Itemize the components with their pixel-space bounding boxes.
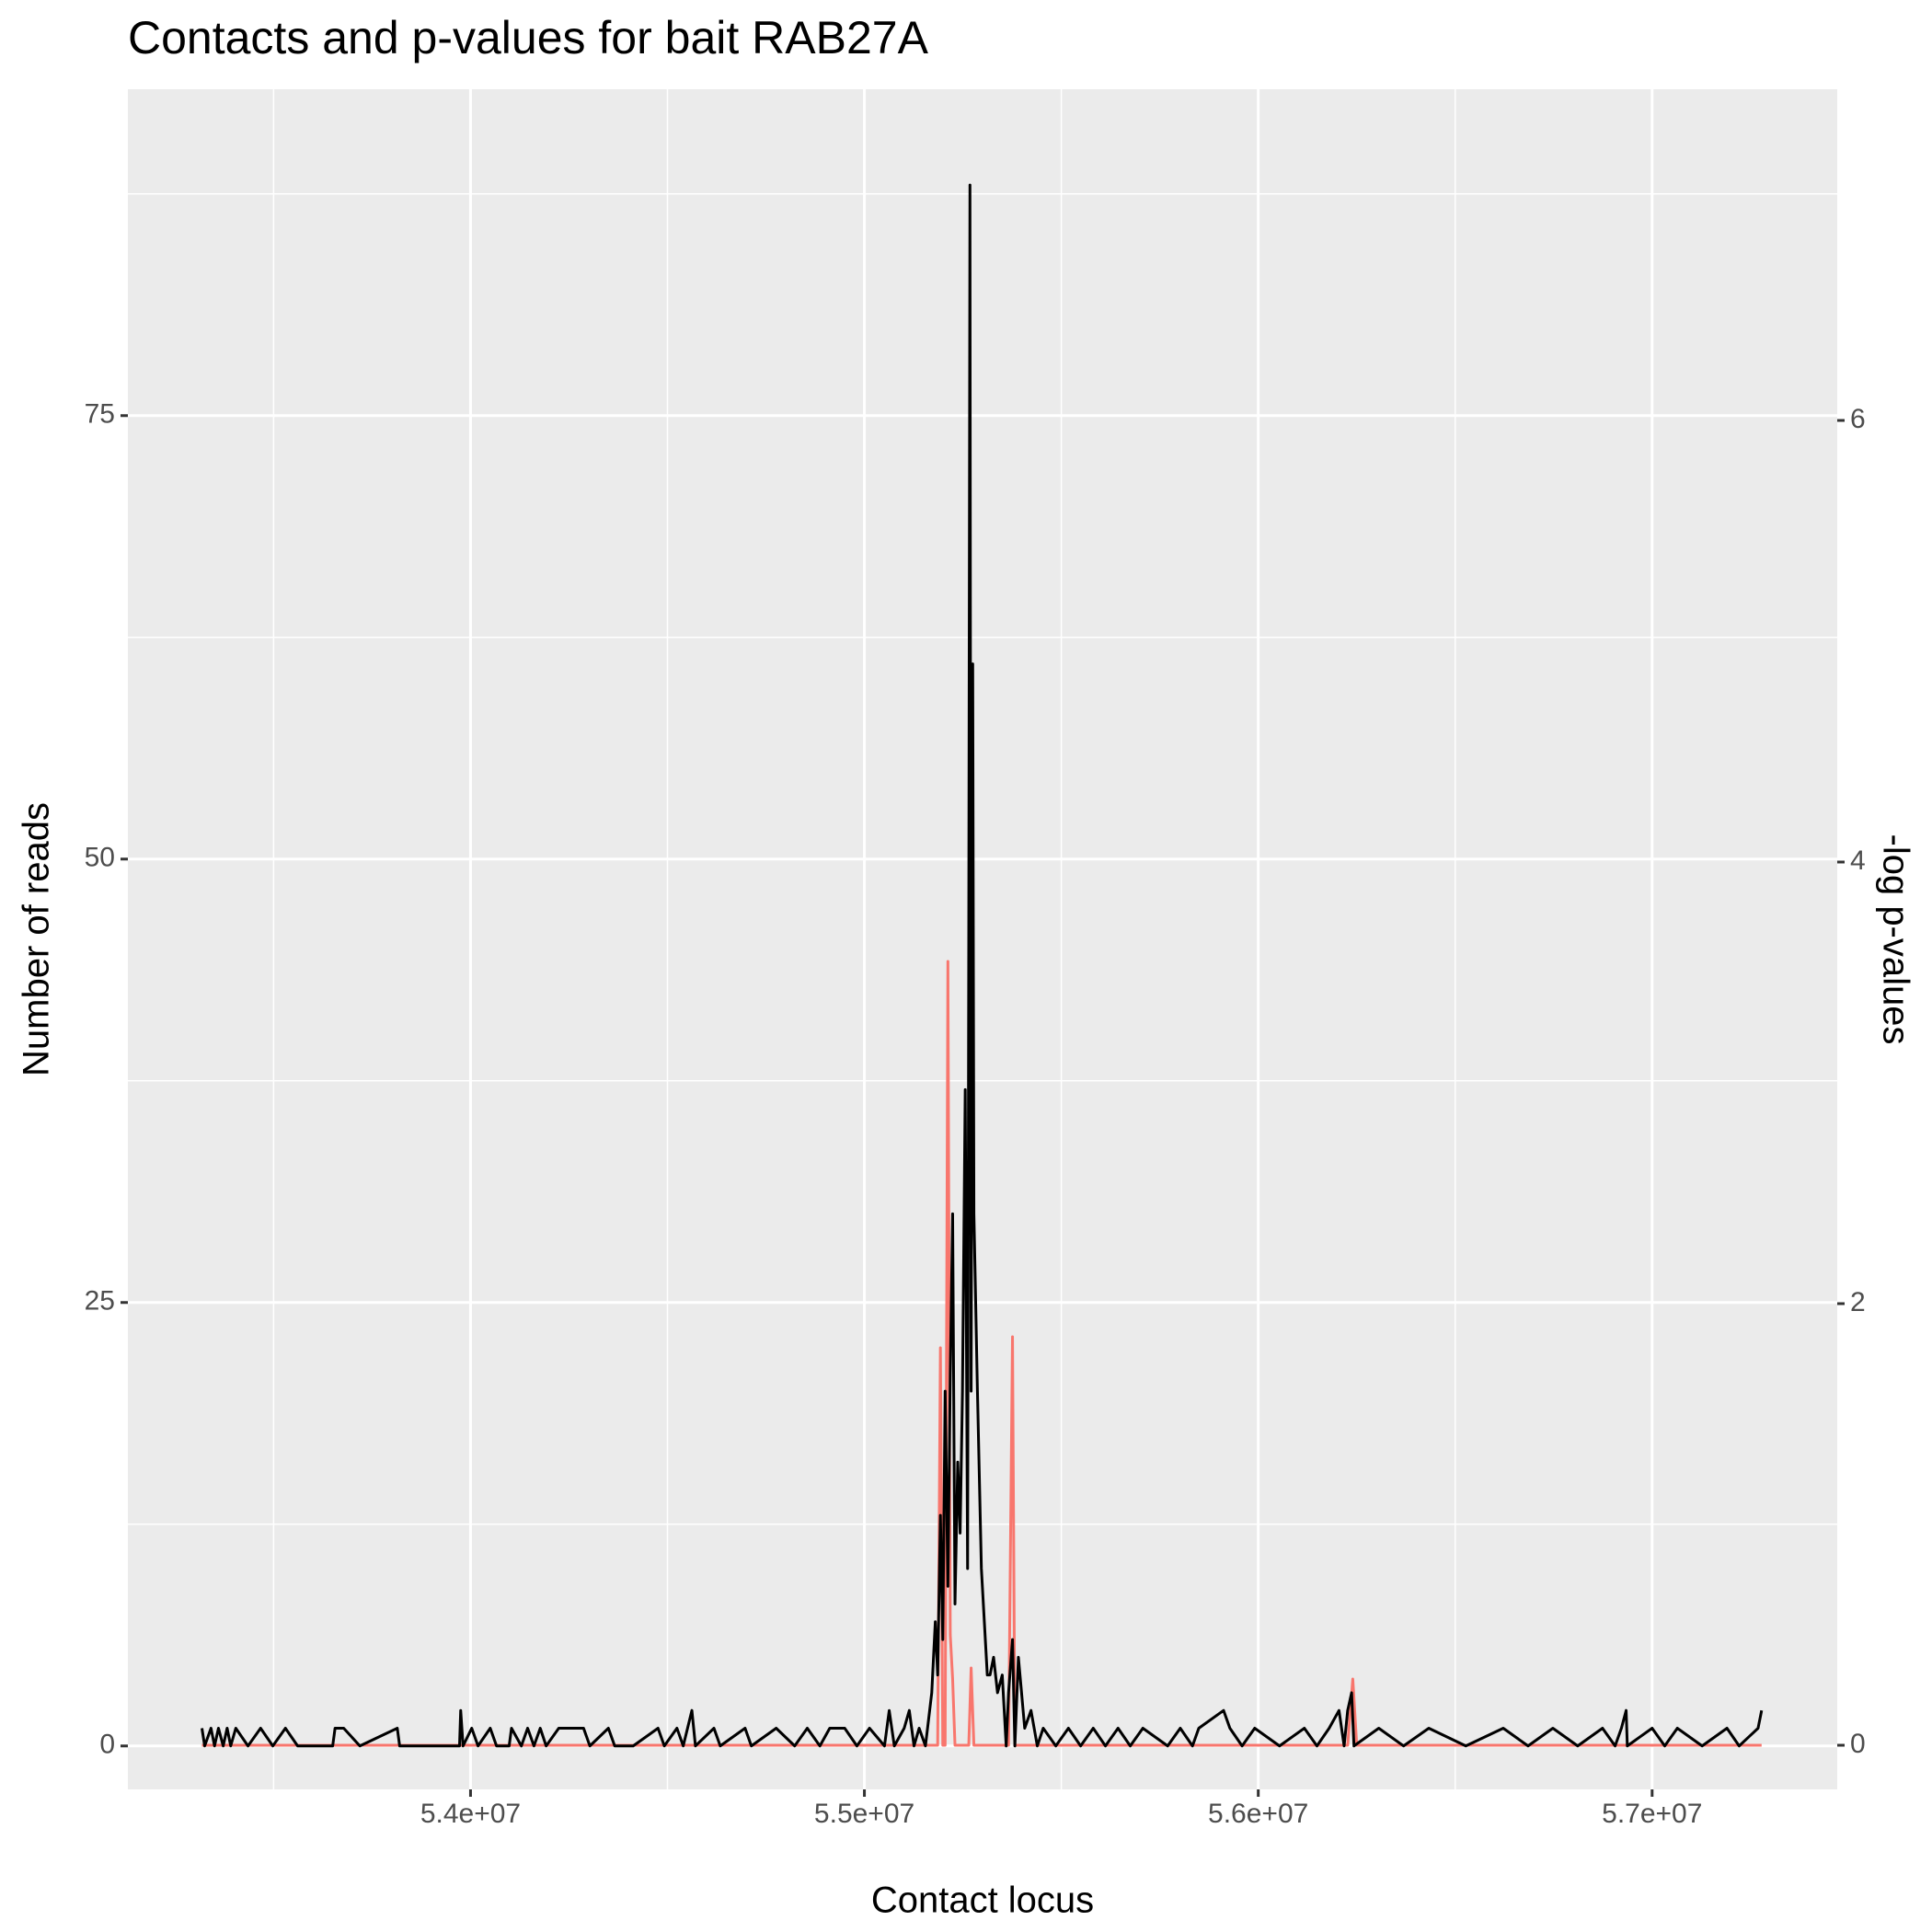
x-axis-label: Contact locus [871,1880,1094,1921]
chart-title: Contacts and p-values for bait RAB27A [128,12,929,63]
panel [128,89,1837,1789]
y2-tick-label: 4 [1850,845,1866,876]
x-tick-label: 5.4e+07 [420,1799,521,1829]
y2-axis-label: -log p-values [1875,834,1915,1044]
y2-tick-label: 0 [1850,1729,1866,1759]
x-tick-label: 5.5e+07 [814,1799,914,1829]
y-tick-label: 50 [85,843,115,873]
y-axis-label: Number of reads [17,802,57,1076]
y-tick-label: 0 [99,1730,115,1760]
x-tick-label: 5.7e+07 [1602,1799,1702,1829]
y2-tick-label: 2 [1850,1287,1866,1317]
y2-tick-label: 6 [1850,404,1866,434]
y-tick-label: 75 [85,399,115,430]
x-tick-label: 5.6e+07 [1208,1799,1308,1829]
data-line [201,960,1762,1747]
y-tick-label: 25 [85,1286,115,1317]
data-line [200,183,1764,1748]
